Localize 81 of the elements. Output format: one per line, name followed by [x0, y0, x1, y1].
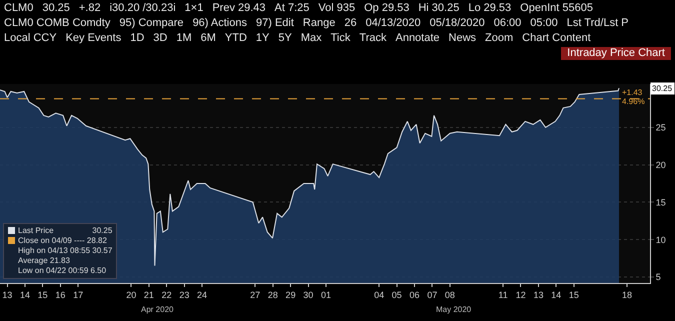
x-tick-label: 30	[303, 290, 314, 300]
text: Hi 30.25	[418, 2, 460, 15]
text: News	[448, 32, 476, 45]
annotation: 30.25	[92, 226, 112, 236]
text: Vol 935	[318, 2, 356, 15]
x-tick-label: 01	[320, 290, 331, 300]
text: 96) Actions	[192, 17, 247, 30]
x-tick-label: 20	[126, 290, 136, 300]
text: CLM0	[4, 2, 34, 15]
text: 30.25	[42, 2, 70, 14]
text: 30.25	[652, 84, 672, 93]
x-tick-label: 07	[427, 290, 438, 300]
text: 05:00	[530, 17, 558, 30]
legend-label: Close on 04/09 ---- 28.82	[18, 236, 107, 245]
text: i30.20 /30.23i	[110, 2, 176, 15]
x-tick-label: 23	[179, 290, 190, 300]
text: +.82	[78, 2, 101, 15]
x-tick-label: 15	[38, 290, 48, 300]
y-tick-label: 5	[656, 272, 661, 282]
y-tick-label: 20	[656, 160, 666, 170]
text: Key Events	[66, 32, 122, 45]
x-tick-label: 28	[268, 290, 278, 300]
x-tick-label: 24	[197, 290, 208, 300]
text: Track	[359, 32, 386, 45]
annotation: Average 21.83	[17, 256, 71, 266]
text: 1Y	[256, 32, 270, 45]
text: Chart Content	[522, 32, 591, 45]
text: 6M	[200, 32, 216, 45]
x-tick-label: 29	[286, 290, 296, 300]
text: 26	[344, 17, 357, 30]
x-tick-label: 13	[533, 290, 544, 300]
text: 04/13/2020	[366, 17, 421, 30]
x-tick-label: 13	[2, 290, 12, 300]
text: 1M	[176, 32, 192, 45]
text: 06:00	[494, 17, 522, 30]
text: CLM0 COMB Comdty	[4, 17, 110, 30]
text: Op 29.53	[364, 2, 410, 15]
x-tick-label: 04	[374, 290, 384, 300]
x-tick-label: 05	[392, 290, 402, 300]
annotation: May 2020	[436, 305, 472, 314]
y-tick-label: 25	[656, 122, 666, 133]
chart-title: Intraday Price Chart	[561, 47, 671, 60]
annotation: Apr 2020	[141, 305, 174, 314]
text: 05/18/2020	[430, 17, 485, 30]
text: Zoom	[485, 32, 514, 45]
x-tick-label: 17	[73, 290, 84, 300]
text: At 7:25	[274, 2, 310, 15]
text: YTD	[224, 32, 247, 45]
text: 1D	[130, 32, 144, 45]
x-tick-label: 08	[444, 290, 455, 300]
x-tick-label: 22	[162, 290, 172, 300]
x-tick-label: 06	[409, 290, 420, 300]
x-tick-label: 18	[622, 290, 632, 300]
x-tick-label: 12	[516, 290, 526, 300]
text: Prev 29.43	[212, 2, 266, 15]
text: 97) Edit	[256, 17, 294, 30]
text: OpenInt 55605	[520, 2, 593, 15]
text: 95) Compare	[119, 17, 184, 30]
text: 3D	[153, 32, 168, 45]
x-tick-label: 16	[55, 290, 66, 300]
text: Lst Trd/Lst P	[566, 17, 629, 30]
text: 5Y	[278, 32, 292, 45]
y-tick-label: 15	[656, 197, 666, 208]
text: 1×1	[184, 2, 204, 15]
annotation: +1.43	[622, 88, 643, 97]
x-tick-label: 21	[144, 290, 154, 300]
text: Local CCY	[4, 32, 57, 45]
text: Range	[302, 17, 336, 30]
text: Lo 29.53	[468, 2, 512, 15]
x-tick-label: 27	[250, 290, 260, 300]
x-tick-label: 14	[20, 290, 30, 300]
text: Tick	[330, 32, 350, 45]
legend-label: Last Price	[18, 226, 54, 235]
x-tick-label: 15	[568, 290, 579, 300]
text: Annotate	[395, 32, 440, 45]
annotation: High on 04/13 08:55 30.57	[17, 246, 112, 256]
x-tick-label: 11	[498, 290, 508, 300]
annotation: Low on 04/22 00:59 6.50	[17, 266, 108, 276]
text: Max	[300, 32, 322, 45]
x-tick-label: 14	[551, 290, 562, 300]
y-tick-label: 10	[656, 234, 666, 245]
